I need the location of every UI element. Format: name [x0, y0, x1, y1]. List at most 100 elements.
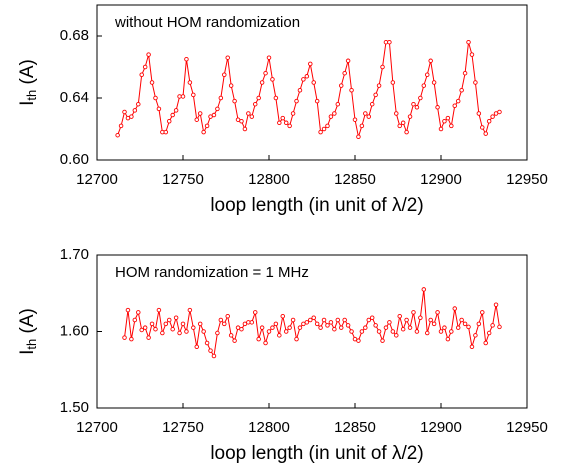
data-point — [297, 325, 303, 330]
data-point — [252, 101, 258, 107]
data-point — [459, 87, 464, 93]
data-point — [228, 83, 234, 88]
data-point — [321, 317, 327, 323]
data-point — [493, 302, 499, 307]
y-tick-label: 1.50 — [60, 399, 89, 416]
data-point — [349, 329, 354, 334]
data-point — [490, 323, 495, 328]
data-point — [204, 123, 210, 129]
data-point — [435, 105, 440, 110]
data-point — [421, 83, 427, 88]
data-point — [366, 114, 372, 119]
data-point — [142, 64, 148, 70]
data-point — [332, 326, 337, 332]
data-point — [407, 114, 413, 119]
data-point — [239, 118, 244, 124]
data-point — [194, 117, 200, 122]
data-point — [170, 112, 175, 118]
data-point — [228, 333, 234, 338]
data-point — [287, 123, 292, 129]
data-point — [118, 123, 124, 129]
data-point — [215, 106, 220, 112]
data-point — [493, 111, 499, 116]
x-tick-label: 12800 — [248, 419, 290, 436]
data-point — [418, 95, 423, 101]
data-point — [308, 317, 313, 323]
data-point — [421, 287, 427, 292]
data-point — [197, 111, 203, 116]
data-point — [166, 317, 172, 323]
data-point — [283, 329, 289, 334]
data-point — [129, 336, 134, 342]
data-point — [321, 126, 327, 132]
data-point — [249, 114, 255, 119]
x-tick-label: 12700 — [76, 171, 118, 188]
data-point — [414, 329, 420, 334]
data-point — [184, 329, 189, 334]
data-point — [338, 325, 344, 330]
data-point — [294, 98, 299, 104]
data-point — [462, 321, 468, 327]
data-point — [452, 306, 458, 311]
data-point — [249, 320, 255, 325]
data-point — [411, 101, 416, 107]
data-point — [445, 336, 451, 342]
data-point — [469, 52, 475, 57]
data-point — [211, 112, 217, 118]
data-point — [277, 120, 282, 126]
data-point — [366, 317, 372, 323]
data-point — [438, 329, 444, 334]
data-point — [486, 330, 492, 336]
data-point — [287, 325, 292, 330]
data-point — [263, 70, 268, 76]
data-point — [163, 129, 169, 135]
data-point — [270, 77, 275, 82]
data-point — [125, 307, 131, 313]
data-point — [146, 335, 151, 340]
data-point — [373, 323, 378, 328]
annotation: HOM randomization = 1 MHz — [115, 264, 309, 281]
data-point — [483, 340, 488, 346]
data-point — [153, 95, 158, 101]
data-point — [338, 83, 344, 88]
data-point — [397, 123, 402, 129]
data-point — [301, 77, 306, 82]
data-point — [235, 117, 241, 122]
data-point — [480, 310, 485, 315]
y-tick-label: 0.60 — [60, 151, 89, 168]
data-point — [342, 70, 347, 76]
data-point — [208, 348, 213, 353]
data-point — [428, 58, 433, 64]
data-point — [462, 70, 468, 76]
data-point — [335, 317, 341, 323]
data-point — [256, 95, 261, 101]
data-point — [455, 98, 461, 104]
data-point — [218, 317, 224, 323]
data-point — [318, 325, 323, 330]
data-point — [149, 321, 155, 327]
data-point — [218, 95, 224, 101]
y-label-rest: (A) — [17, 59, 38, 90]
data-point — [194, 344, 200, 350]
x-tick-label: 12850 — [334, 171, 376, 188]
data-point — [397, 313, 402, 319]
data-point — [173, 315, 179, 320]
data-point — [201, 329, 206, 334]
data-point — [308, 61, 313, 67]
data-point — [263, 340, 268, 346]
data-point — [242, 126, 248, 132]
data-point — [163, 321, 169, 327]
y-tick-label: 1.60 — [60, 322, 89, 339]
data-point — [146, 52, 151, 57]
data-point — [153, 326, 158, 332]
data-point — [139, 327, 144, 333]
data-point — [380, 338, 385, 343]
data-point — [166, 118, 172, 124]
x-tick-label: 12950 — [506, 419, 548, 436]
data-point — [452, 103, 458, 108]
data-point — [132, 317, 138, 323]
data-point — [435, 310, 440, 315]
data-point — [438, 126, 444, 132]
data-point — [129, 114, 134, 119]
